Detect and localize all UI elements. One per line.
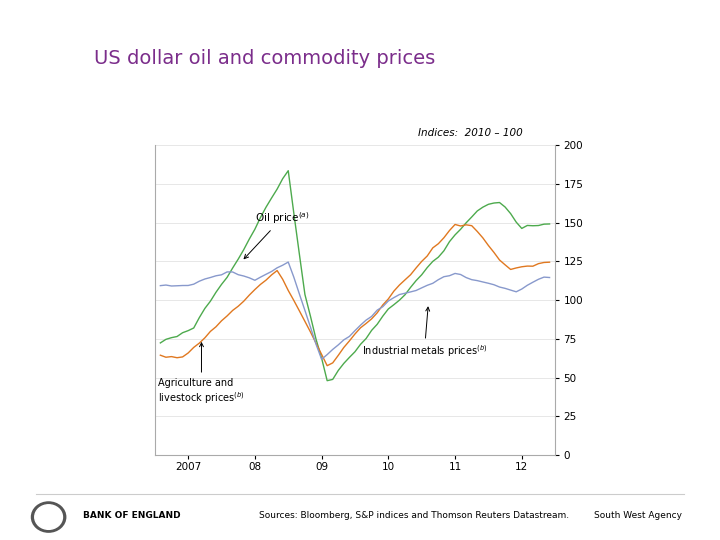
Text: Oil price$^{(a)}$: Oil price$^{(a)}$: [244, 210, 310, 259]
Text: Sources: Bloomberg, S&P indices and Thomson Reuters Datastream.: Sources: Bloomberg, S&P indices and Thom…: [259, 511, 570, 520]
Text: BANK OF ENGLAND: BANK OF ENGLAND: [83, 511, 181, 520]
Text: Agriculture and
livestock prices$^{(b)}$: Agriculture and livestock prices$^{(b)}$: [158, 343, 245, 406]
Text: US dollar oil and commodity prices: US dollar oil and commodity prices: [94, 49, 435, 68]
Text: Indices:  2010 – 100: Indices: 2010 – 100: [418, 127, 522, 138]
Text: Industrial metals prices$^{(b)}$: Industrial metals prices$^{(b)}$: [361, 307, 487, 360]
Circle shape: [35, 505, 63, 529]
Text: South West Agency: South West Agency: [594, 511, 682, 520]
Circle shape: [31, 501, 66, 533]
